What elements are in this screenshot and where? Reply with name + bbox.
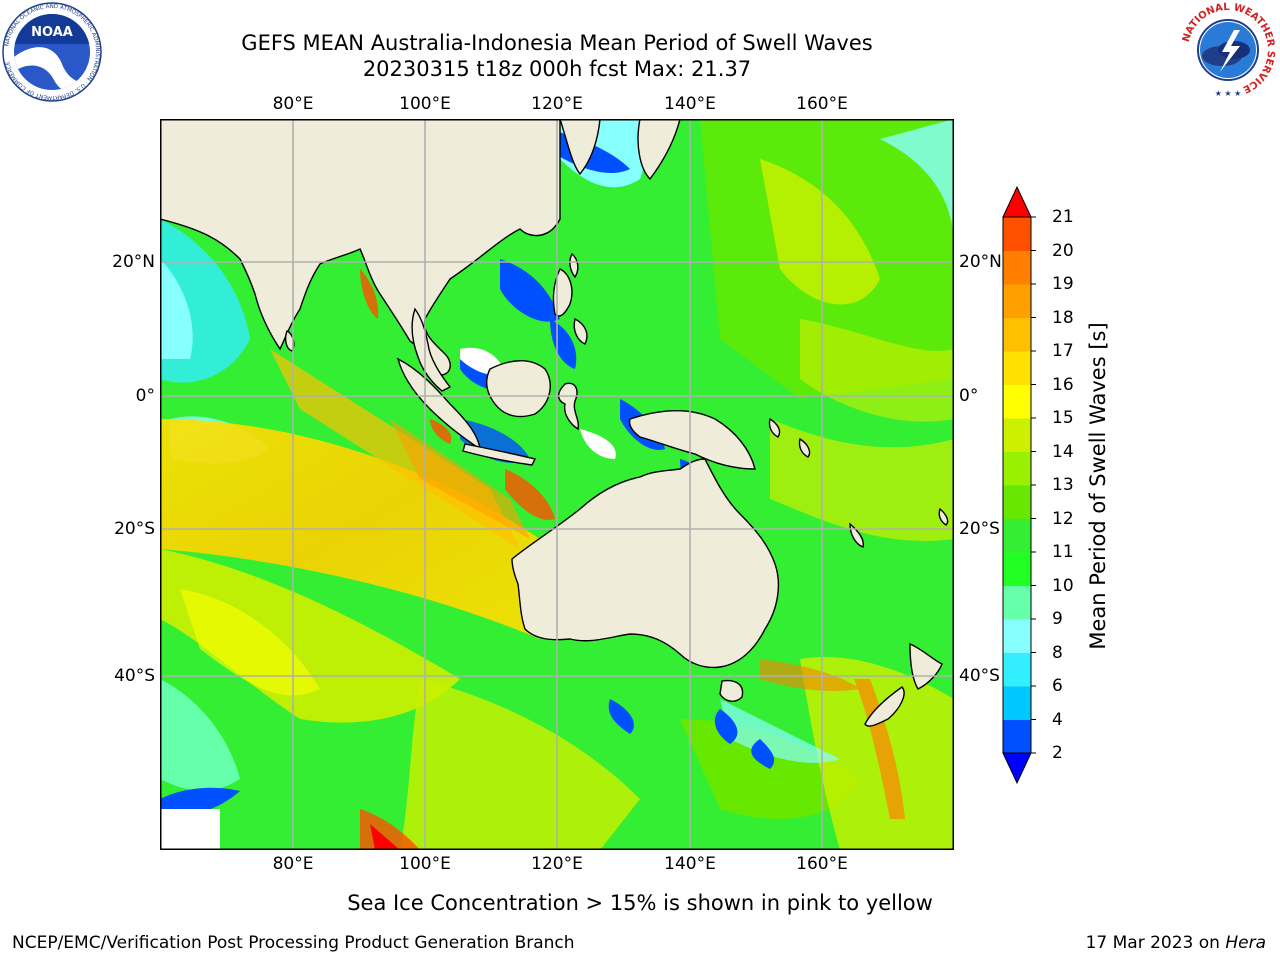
- colorbar-swatch: [1003, 552, 1031, 586]
- colorbar-tick-label: 16: [1052, 374, 1074, 395]
- colorbar-tick-label: 20: [1052, 240, 1074, 261]
- lat-label-left-0: 0°: [135, 386, 155, 406]
- colorbar-swatch: [1003, 217, 1031, 251]
- lon-label-top-100e: 100°E: [399, 94, 451, 114]
- lon-label-bottom-100e: 100°E: [399, 854, 451, 874]
- colorbar-swatch: [1003, 518, 1031, 553]
- colorbar-swatch: [1003, 719, 1031, 754]
- colorbar-tick-label: 13: [1052, 475, 1074, 495]
- colorbar-swatch: [1003, 652, 1031, 687]
- lat-label-left-40s: 40°S: [114, 666, 155, 686]
- colorbar-over-arrow: [1002, 185, 1032, 218]
- lon-label-top-140e: 140°E: [664, 94, 716, 114]
- sea-ice-note: Sea Ice Concentration > 15% is shown in …: [347, 891, 933, 915]
- map-frame: [160, 119, 954, 850]
- noaa-logo-icon: NATIONAL OCEANIC AND ATMOSPHERIC ADMINIS…: [2, 2, 102, 102]
- footer-credit: NCEP/EMC/Verification Post Processing Pr…: [12, 933, 575, 953]
- colorbar-tick-label: 9: [1052, 609, 1063, 629]
- colorbar-swatch: [1003, 384, 1031, 419]
- lat-label-left-20n: 20°N: [112, 252, 155, 272]
- noaa-logo-text: NOAA: [31, 25, 73, 40]
- colorbar-under-arrow: [1002, 752, 1032, 785]
- colorbar-tick-label: 18: [1052, 307, 1074, 328]
- lon-label-bottom-120e: 120°E: [531, 854, 583, 874]
- colorbar-tick-label: 6: [1052, 676, 1063, 696]
- nws-logo-icon: NATIONAL WEATHER SERVICE ★ ★ ★: [1179, 1, 1277, 99]
- swell-period-map: [160, 119, 954, 850]
- colorbar-swatch: [1003, 619, 1031, 653]
- lat-label-right-20s: 20°S: [959, 519, 1000, 539]
- colorbar-tick-label: 2: [1052, 743, 1063, 763]
- footer-date: 17 Mar 2023 on Hera: [1086, 933, 1266, 953]
- lon-label-top-120e: 120°E: [531, 94, 583, 114]
- colorbar-swatch: [1003, 418, 1031, 452]
- colorbar-tick-label: 4: [1052, 709, 1063, 730]
- colorbar-tick-label: 19: [1052, 274, 1074, 294]
- colorbar-swatch: [1003, 317, 1031, 352]
- chart-title: GEFS MEAN Australia-Indonesia Mean Perio…: [241, 31, 873, 55]
- colorbar-tick-label: 11: [1052, 542, 1074, 562]
- colorbar: [1002, 185, 1036, 785]
- svg-text:★ ★ ★: ★ ★ ★: [1215, 89, 1242, 98]
- colorbar-swatch: [1003, 585, 1031, 620]
- colorbar-tick-label: 10: [1052, 575, 1074, 596]
- lon-label-top-160e: 160°E: [796, 94, 848, 114]
- colorbar-tick-label: 15: [1052, 408, 1074, 428]
- colorbar-tick-label: 14: [1052, 441, 1074, 462]
- lat-label-right-0: 0°: [959, 386, 979, 406]
- colorbar-swatch: [1003, 686, 1031, 720]
- colorbar-swatch: [1003, 351, 1031, 385]
- footer-host: Hera: [1225, 933, 1266, 953]
- colorbar-tick-label: 21: [1052, 207, 1074, 227]
- colorbar-swatch: [1003, 284, 1031, 318]
- footer-date-text: 17 Mar 2023 on: [1085, 933, 1226, 953]
- colorbar-swatch: [1003, 451, 1031, 486]
- lon-label-bottom-140e: 140°E: [664, 854, 716, 874]
- graticule: [160, 119, 954, 850]
- colorbar-swatch: [1003, 250, 1031, 285]
- chart-subtitle: 20230315 t18z 000h fcst Max: 21.37: [362, 57, 752, 81]
- lat-label-right-40s: 40°S: [959, 666, 1000, 686]
- colorbar-tick-label: 12: [1052, 508, 1074, 529]
- lat-label-right-20n: 20°N: [959, 252, 1002, 272]
- colorbar-tick-label: 17: [1052, 341, 1074, 361]
- lon-label-bottom-80e: 80°E: [272, 854, 314, 874]
- colorbar-tick-label: 8: [1052, 642, 1063, 663]
- lat-label-left-20s: 20°S: [114, 519, 155, 539]
- lon-label-bottom-160e: 160°E: [796, 854, 848, 874]
- colorbar-swatch: [1003, 485, 1031, 519]
- colorbar-label: Mean Period of Swell Waves [s]: [1086, 322, 1110, 650]
- land: [160, 119, 949, 727]
- lon-label-top-80e: 80°E: [272, 94, 314, 114]
